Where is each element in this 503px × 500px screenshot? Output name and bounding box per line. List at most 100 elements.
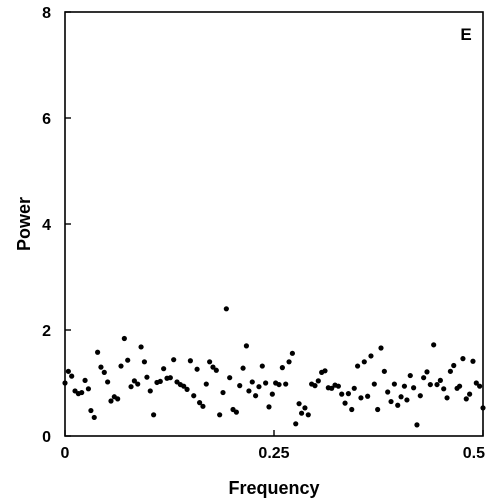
data-point — [194, 366, 200, 372]
x-tick-label: 0.5 — [463, 445, 485, 462]
data-point — [184, 386, 190, 392]
y-tick-label: 6 — [42, 111, 51, 128]
data-point — [200, 403, 206, 409]
data-point — [361, 359, 367, 365]
data-point — [161, 366, 167, 372]
data-point — [447, 368, 453, 374]
data-point — [371, 381, 377, 387]
x-tick-label: 0.25 — [258, 445, 289, 462]
data-point — [108, 398, 114, 404]
data-point — [407, 372, 413, 379]
data-point — [167, 375, 173, 381]
data-point — [467, 391, 473, 397]
data-point — [398, 394, 404, 400]
data-point — [191, 393, 197, 399]
data-point — [283, 381, 289, 387]
data-point — [259, 363, 265, 369]
data-point — [365, 393, 371, 399]
data-point — [91, 414, 97, 421]
data-point — [329, 385, 335, 391]
data-point — [298, 410, 305, 416]
data-point — [480, 405, 486, 411]
x-axis-label: Frequency — [228, 478, 319, 498]
data-point — [404, 397, 410, 403]
data-point — [263, 380, 269, 386]
data-point — [470, 358, 476, 364]
data-point — [217, 412, 223, 418]
data-point — [293, 421, 299, 427]
data-point — [181, 383, 187, 389]
data-point — [477, 383, 483, 389]
data-point — [98, 364, 104, 370]
data-point — [69, 373, 75, 379]
data-point — [266, 404, 272, 410]
data-point — [385, 389, 391, 395]
panel-label: E — [460, 25, 471, 44]
data-point — [223, 306, 229, 312]
data-point — [444, 395, 450, 401]
data-point — [121, 335, 127, 342]
data-point — [157, 378, 163, 385]
data-point — [345, 391, 352, 397]
data-point — [227, 375, 233, 381]
data-point — [289, 350, 295, 356]
data-point — [388, 398, 394, 405]
data-point — [286, 359, 292, 365]
data-point — [276, 381, 282, 388]
data-point — [207, 359, 213, 365]
data-point — [401, 383, 408, 389]
data-point — [105, 379, 111, 385]
data-point — [144, 374, 150, 380]
data-point — [473, 380, 479, 386]
y-axis-label: Power — [14, 197, 34, 251]
data-point — [249, 379, 255, 385]
data-point — [342, 400, 348, 406]
data-point — [269, 391, 275, 397]
data-point — [463, 396, 469, 402]
data-point — [196, 400, 203, 406]
data-point — [441, 386, 447, 392]
data-point — [434, 381, 440, 388]
data-point — [65, 368, 71, 374]
data-point — [279, 365, 285, 371]
data-point — [368, 353, 374, 359]
data-point — [233, 409, 239, 415]
data-point — [375, 406, 381, 413]
data-point — [131, 378, 137, 384]
data-point — [381, 368, 387, 374]
data-point — [135, 381, 141, 387]
data-point — [296, 401, 302, 407]
data-point — [210, 364, 216, 370]
data-point — [312, 383, 318, 389]
axis-ticks — [64, 11, 484, 437]
data-point — [414, 422, 420, 428]
data-point — [246, 388, 252, 394]
data-point — [187, 358, 193, 364]
data-point — [451, 362, 457, 369]
data-point — [203, 381, 209, 387]
data-point — [237, 383, 243, 389]
data-point — [421, 375, 427, 381]
data-point — [460, 356, 466, 362]
tick-labels: 0 0.25 0.5 0 2 4 6 8 — [42, 5, 485, 462]
y-tick-label: 2 — [42, 323, 51, 340]
data-point — [424, 369, 430, 375]
y-tick-label: 8 — [42, 5, 51, 22]
data-point — [79, 389, 85, 396]
data-point — [82, 377, 88, 383]
data-point — [171, 357, 177, 363]
data-point — [302, 405, 308, 411]
data-point — [240, 365, 246, 371]
data-point — [378, 345, 384, 351]
data-point — [115, 396, 121, 402]
data-point — [213, 367, 219, 373]
data-point — [118, 363, 124, 369]
data-point — [391, 381, 397, 387]
data-point — [395, 402, 401, 408]
data-point — [95, 349, 101, 355]
data-point — [411, 385, 417, 391]
data-point — [88, 407, 94, 414]
data-point — [253, 393, 259, 399]
data-point — [85, 386, 92, 392]
